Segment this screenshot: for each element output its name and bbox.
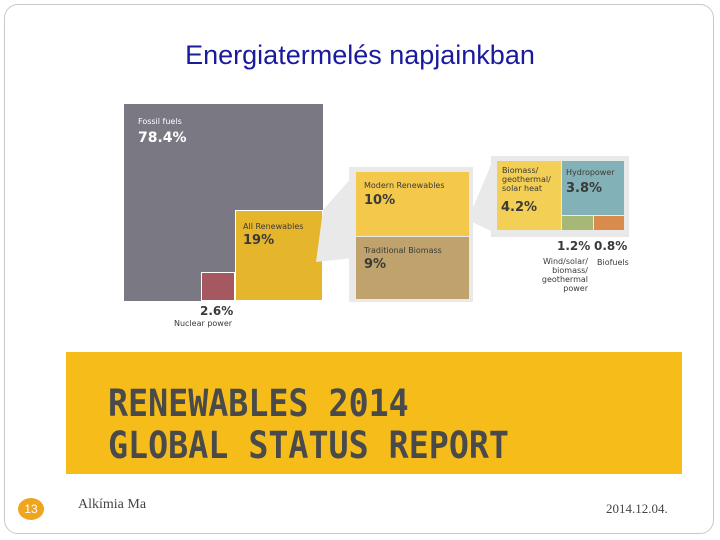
nuclear-power-label: Nuclear power (174, 319, 233, 328)
slide-frame (4, 4, 714, 534)
biomass-heat-value: 4.2% (501, 200, 538, 215)
all-renewables-label: All Renewables (243, 222, 304, 231)
traditional-biomass-value: 9% (364, 257, 387, 272)
biofuels-label: Biofuels (597, 258, 629, 267)
biomass-heat-block (497, 161, 561, 230)
hydropower-value: 3.8% (566, 181, 603, 196)
gsr-banner: RENEWABLES 2014 GLOBAL STATUS REPORT (66, 352, 682, 474)
all-renewables-block (235, 210, 323, 301)
wind-solar-power-label: Wind/solar/ biomass/ geothermal power (541, 257, 588, 293)
traditional-biomass-block (356, 237, 469, 299)
hydropower-block (562, 161, 624, 215)
footer-date: 2014.12.04. (606, 501, 668, 516)
footer-left-text: Alkímia Ma (78, 497, 147, 512)
banner-line-1: RENEWABLES 2014 (108, 382, 409, 425)
nuclear-power-block (201, 272, 235, 301)
wind-solar-power-value: 1.2% (557, 239, 591, 253)
modern-connector (472, 160, 493, 232)
biofuels-value: 0.8% (594, 239, 628, 253)
biofuels-block (594, 216, 624, 230)
biomass-heat-label: Biomass/ geothermal/ solar heat (502, 166, 551, 193)
modern-renewables-block (356, 172, 469, 236)
fossil-fuels-label: Fossil fuels (138, 117, 182, 126)
banner-line-2: GLOBAL STATUS REPORT (108, 424, 509, 467)
wind-solar-power-block (562, 216, 593, 230)
hydropower-label: Hydropower (566, 168, 615, 177)
slide-title: Energiatermelés napjainkban (185, 40, 535, 70)
page-number-badge: 13 (18, 498, 44, 520)
modern-renewables-label: Modern Renewables (364, 181, 445, 190)
fossil-fuels-value: 78.4% (138, 130, 187, 146)
renewables-connector (316, 176, 353, 262)
modern-renewables-value: 10% (364, 193, 396, 208)
nuclear-power-value: 2.6% (200, 304, 234, 318)
all-renewables-value: 19% (243, 233, 275, 248)
traditional-biomass-label: Traditional Biomass (364, 246, 442, 255)
